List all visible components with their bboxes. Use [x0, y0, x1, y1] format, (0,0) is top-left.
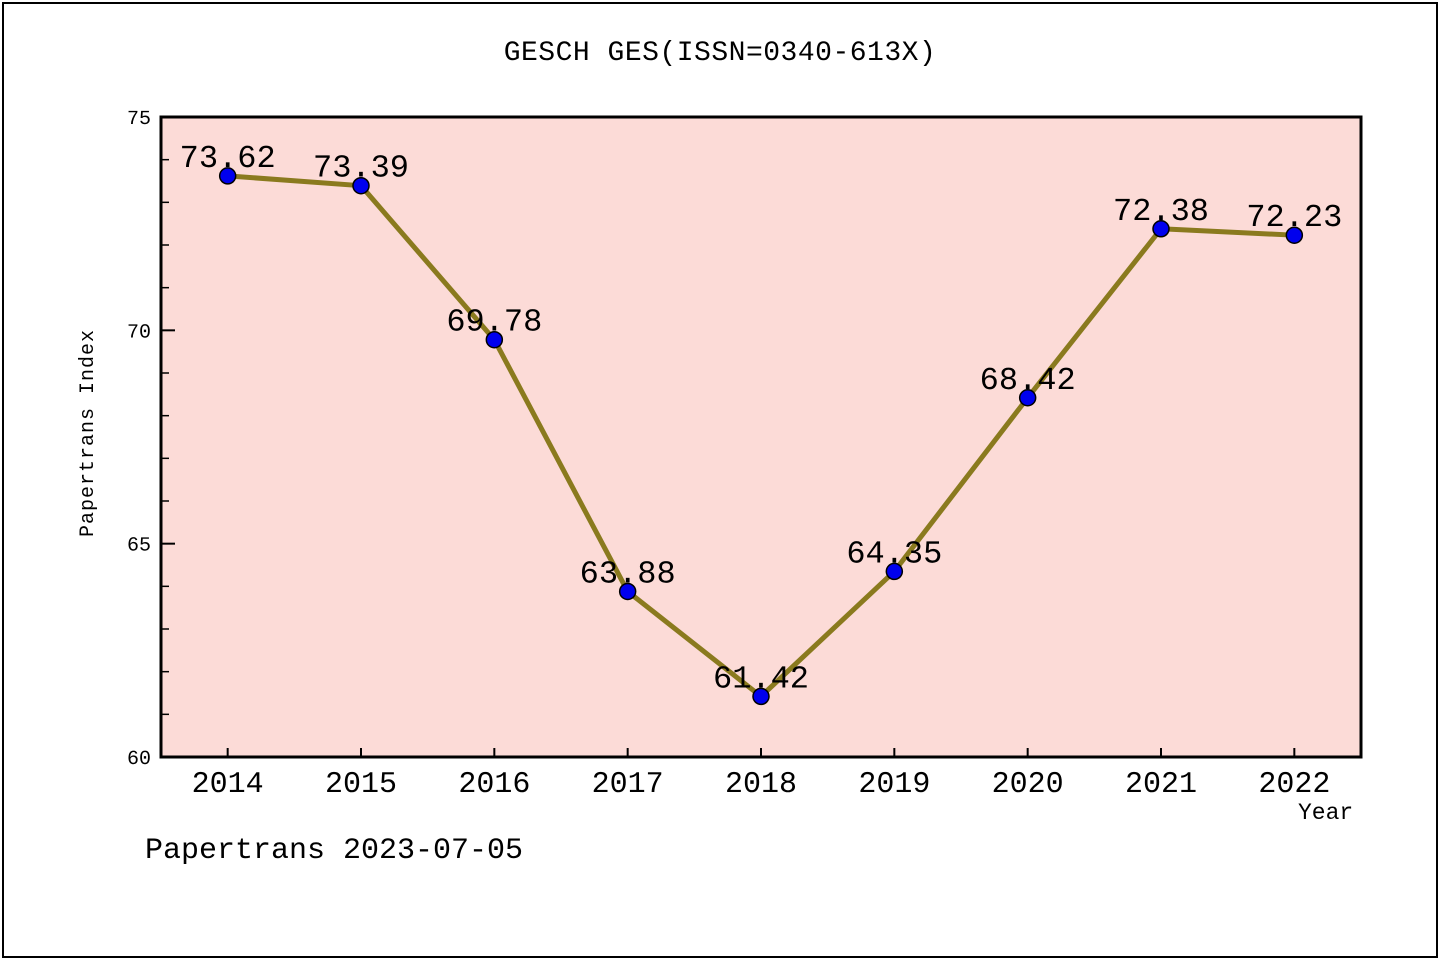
- svg-text:75: 75: [127, 108, 151, 131]
- svg-text:2019: 2019: [858, 768, 930, 802]
- svg-text:2018: 2018: [725, 768, 797, 802]
- svg-text:69.78: 69.78: [446, 304, 542, 341]
- svg-text:72.38: 72.38: [1113, 193, 1209, 230]
- svg-text:64.35: 64.35: [846, 535, 942, 572]
- svg-text:2014: 2014: [192, 768, 264, 802]
- svg-text:61.42: 61.42: [713, 660, 809, 697]
- svg-text:2016: 2016: [458, 768, 530, 802]
- svg-text:2022: 2022: [1258, 768, 1330, 802]
- svg-text:65: 65: [127, 535, 151, 558]
- svg-text:72.23: 72.23: [1246, 199, 1342, 236]
- svg-text:73.62: 73.62: [180, 140, 276, 177]
- svg-text:70: 70: [127, 321, 151, 344]
- svg-text:73.39: 73.39: [313, 150, 409, 187]
- svg-text:68.42: 68.42: [980, 362, 1076, 399]
- svg-text:2020: 2020: [992, 768, 1064, 802]
- svg-text:2015: 2015: [325, 768, 397, 802]
- svg-text:2017: 2017: [592, 768, 664, 802]
- svg-text:60: 60: [127, 748, 151, 771]
- svg-text:2021: 2021: [1125, 768, 1197, 802]
- svg-text:63.88: 63.88: [580, 555, 676, 592]
